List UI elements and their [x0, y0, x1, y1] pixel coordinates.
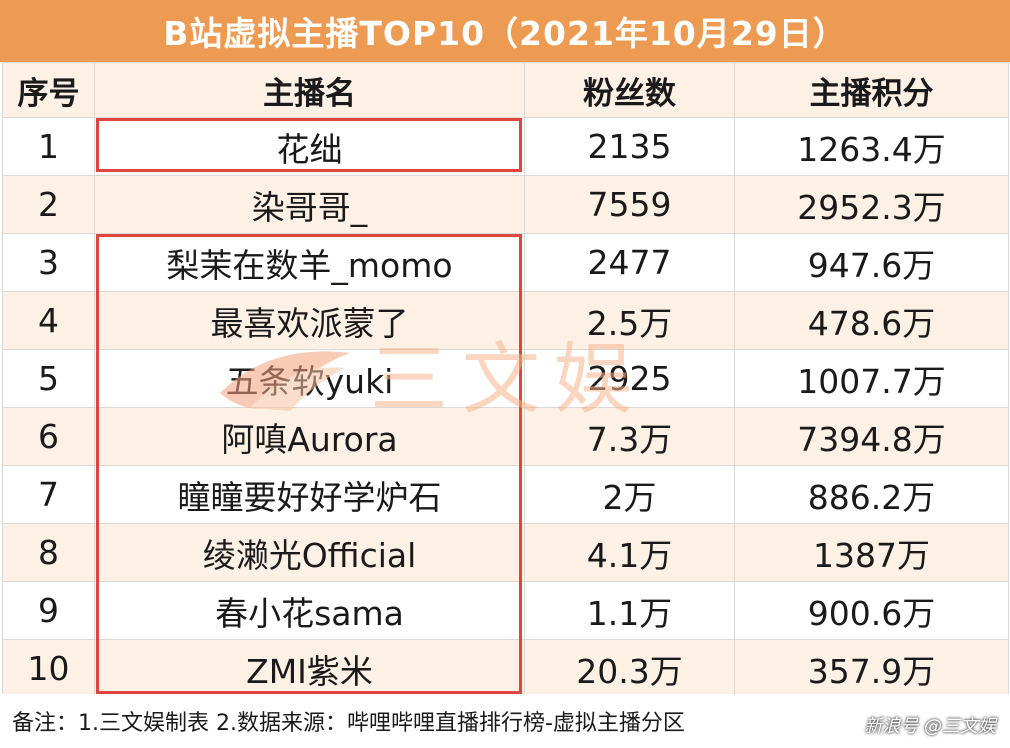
fans-cell: 2477: [524, 233, 735, 292]
score-cell: 900.6万: [734, 581, 1009, 640]
rank-cell: 6: [2, 407, 95, 466]
rank-cell: 9: [2, 581, 95, 640]
rank-cell: 3: [2, 233, 95, 292]
fans-cell: 4.1万: [524, 523, 735, 582]
name-cell: 瞳瞳要好好学炉石: [94, 465, 525, 524]
fans-cell: 1.1万: [524, 581, 735, 640]
column-header-name: 主播名: [94, 62, 525, 118]
table-title: B站虚拟主播TOP10（2021年10月29日）: [0, 0, 1010, 62]
fans-cell: 2万: [524, 465, 735, 524]
table-row: 6 阿嗔Aurora 7.3万 7394.8万: [2, 407, 1009, 466]
fans-cell: 2925: [524, 349, 735, 408]
score-cell: 2952.3万: [734, 175, 1009, 234]
header-row: 序号 主播名 粉丝数 主播积分: [2, 62, 1009, 118]
name-cell: 花绌: [94, 117, 525, 176]
table-row: 3 梨茉在数羊_momo 2477 947.6万: [2, 233, 1009, 292]
source-watermark: 新浪号 @三文娱: [864, 716, 996, 737]
score-cell: 1387万: [734, 523, 1009, 582]
fans-cell: 2.5万: [524, 291, 735, 350]
ranking-table: 序号 主播名 粉丝数 主播积分 1 花绌 2135 1263.4万 2 染哥哥_…: [2, 62, 1009, 698]
name-cell: 绫濑光Official: [94, 523, 525, 582]
score-cell: 478.6万: [734, 291, 1009, 350]
table-row: 7 瞳瞳要好好学炉石 2万 886.2万: [2, 465, 1009, 524]
name-cell: 阿嗔Aurora: [94, 407, 525, 466]
name-cell: 最喜欢派蒙了: [94, 291, 525, 350]
name-cell: ZMI紫米: [94, 639, 525, 698]
score-cell: 1263.4万: [734, 117, 1009, 176]
column-header-fans: 粉丝数: [524, 62, 735, 118]
name-cell: 染哥哥_: [94, 175, 525, 234]
rank-cell: 8: [2, 523, 95, 582]
rank-cell: 2: [2, 175, 95, 234]
footnote: 备注：1.三文娱制表 2.数据来源：哔哩哔哩直播排行榜-虚拟主播分区: [0, 694, 1010, 748]
table-row: 1 花绌 2135 1263.4万: [2, 117, 1009, 176]
fans-cell: 7.3万: [524, 407, 735, 466]
table-row: 4 最喜欢派蒙了 2.5万 478.6万: [2, 291, 1009, 350]
rank-cell: 5: [2, 349, 95, 408]
score-cell: 947.6万: [734, 233, 1009, 292]
score-cell: 886.2万: [734, 465, 1009, 524]
table-row: 2 染哥哥_ 7559 2952.3万: [2, 175, 1009, 234]
fans-cell: 20.3万: [524, 639, 735, 698]
score-cell: 1007.7万: [734, 349, 1009, 408]
table-row: 8 绫濑光Official 4.1万 1387万: [2, 523, 1009, 582]
table-row: 5 五条软yuki 2925 1007.7万: [2, 349, 1009, 408]
column-header-rank: 序号: [2, 62, 95, 118]
rank-cell: 10: [2, 639, 95, 698]
score-cell: 357.9万: [734, 639, 1009, 698]
table-row: 9 春小花sama 1.1万 900.6万: [2, 581, 1009, 640]
name-cell: 五条软yuki: [94, 349, 525, 408]
table-row: 10 ZMI紫米 20.3万 357.9万: [2, 639, 1009, 698]
name-cell: 春小花sama: [94, 581, 525, 640]
fans-cell: 7559: [524, 175, 735, 234]
rank-cell: 7: [2, 465, 95, 524]
name-cell: 梨茉在数羊_momo: [94, 233, 525, 292]
fans-cell: 2135: [524, 117, 735, 176]
rank-cell: 4: [2, 291, 95, 350]
column-header-score: 主播积分: [734, 62, 1009, 118]
rank-cell: 1: [2, 117, 95, 176]
score-cell: 7394.8万: [734, 407, 1009, 466]
